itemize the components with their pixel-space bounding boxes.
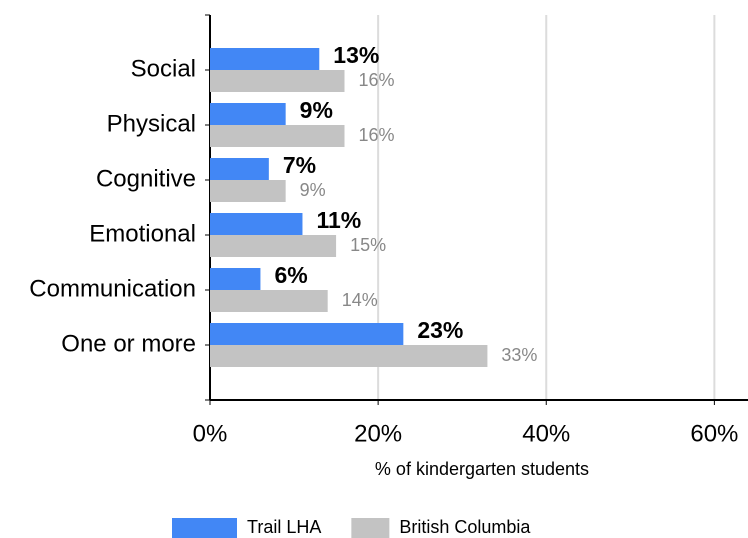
y-tick-label: Emotional [89, 220, 196, 247]
legend-swatch [351, 518, 390, 538]
bar [210, 235, 337, 257]
value-label: 33% [501, 345, 537, 365]
x-tick-label: 60% [690, 420, 738, 447]
value-label: 23% [417, 317, 463, 343]
value-label: 9% [300, 180, 326, 200]
value-label: 13% [333, 42, 379, 68]
bar [210, 103, 286, 125]
bar [210, 213, 303, 235]
bar [210, 48, 320, 70]
bar [210, 70, 345, 92]
value-label: 15% [350, 235, 386, 255]
y-tick-label: Cognitive [96, 165, 196, 192]
x-tick-label: 0% [193, 420, 228, 447]
bar [210, 158, 269, 180]
bar [210, 180, 286, 202]
value-label: 14% [342, 290, 378, 310]
bar [210, 268, 261, 290]
value-label: 11% [316, 207, 361, 233]
bar [210, 290, 328, 312]
y-tick-label: Communication [29, 275, 196, 302]
x-tick-label: 20% [354, 420, 402, 447]
bar [210, 345, 488, 367]
value-label: 7% [283, 152, 316, 178]
y-tick-label: Social [131, 55, 196, 82]
y-tick-label: One or more [61, 330, 196, 357]
x-axis-label: % of kindergarten students [375, 459, 589, 479]
x-tick-label: 40% [522, 420, 570, 447]
bar [210, 323, 404, 345]
legend-label: British Columbia [399, 517, 531, 537]
value-label: 9% [300, 97, 333, 123]
value-label: 6% [274, 262, 307, 288]
legend-swatch [172, 518, 237, 538]
bar [210, 125, 345, 147]
legend-label: Trail LHA [247, 517, 321, 537]
value-label: 16% [359, 70, 395, 90]
value-label: 16% [359, 125, 395, 145]
y-tick-label: Physical [107, 110, 196, 137]
